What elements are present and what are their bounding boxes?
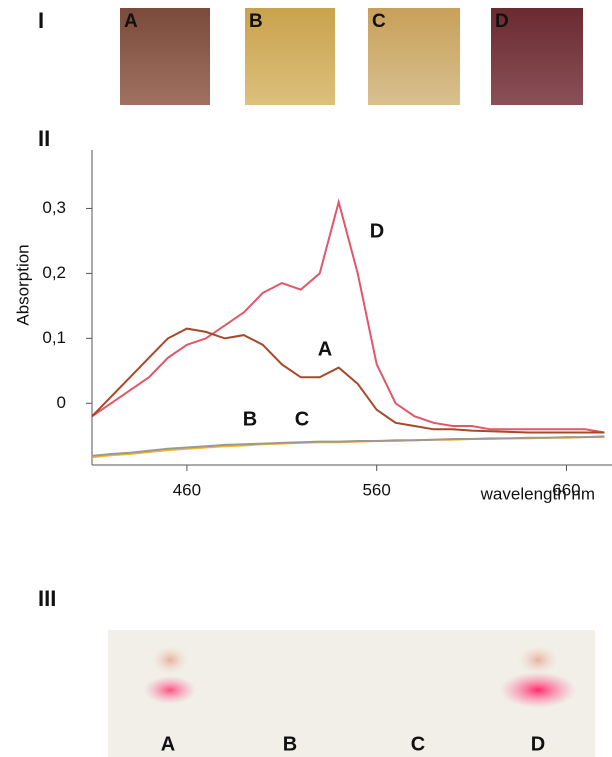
lane-label: C bbox=[411, 733, 425, 755]
series-label: B bbox=[243, 408, 257, 430]
tlc-spot bbox=[152, 646, 188, 674]
panel-label: II bbox=[38, 126, 50, 151]
lane-label: A bbox=[161, 733, 175, 755]
photo-label: A bbox=[124, 11, 138, 32]
y-tick-label: 0,1 bbox=[42, 328, 66, 347]
photo bbox=[491, 8, 583, 105]
photo bbox=[245, 8, 335, 105]
spectrum-line bbox=[91, 327, 605, 434]
x-tick-label: 560 bbox=[362, 480, 390, 499]
spectrum-line bbox=[91, 436, 605, 459]
photo bbox=[368, 8, 460, 105]
tlc-spot bbox=[500, 672, 576, 708]
series-label: C bbox=[295, 408, 309, 430]
y-tick-label: 0 bbox=[57, 393, 66, 412]
spectrum-line bbox=[91, 435, 605, 457]
panel-label: I bbox=[38, 8, 44, 33]
spectrum-line bbox=[91, 198, 605, 434]
y-axis-label: Absorption bbox=[13, 244, 32, 325]
series-label: A bbox=[318, 338, 332, 360]
photo bbox=[120, 8, 210, 105]
x-tick-label: 460 bbox=[173, 480, 201, 499]
photo-label: C bbox=[372, 11, 386, 32]
panel-label: III bbox=[38, 586, 56, 611]
series-label: D bbox=[370, 220, 384, 242]
y-tick-label: 0,3 bbox=[42, 198, 66, 217]
x-axis-label: wavelength nm bbox=[480, 484, 595, 503]
lane-label: D bbox=[531, 733, 545, 755]
tlc-spot bbox=[518, 646, 558, 674]
tlc-spot bbox=[144, 676, 196, 704]
y-tick-label: 0,2 bbox=[42, 263, 66, 282]
photo-label: D bbox=[495, 11, 509, 32]
photo-label: B bbox=[249, 11, 263, 32]
x-tick-label: 660 bbox=[552, 480, 580, 499]
lane-label: B bbox=[283, 733, 297, 755]
